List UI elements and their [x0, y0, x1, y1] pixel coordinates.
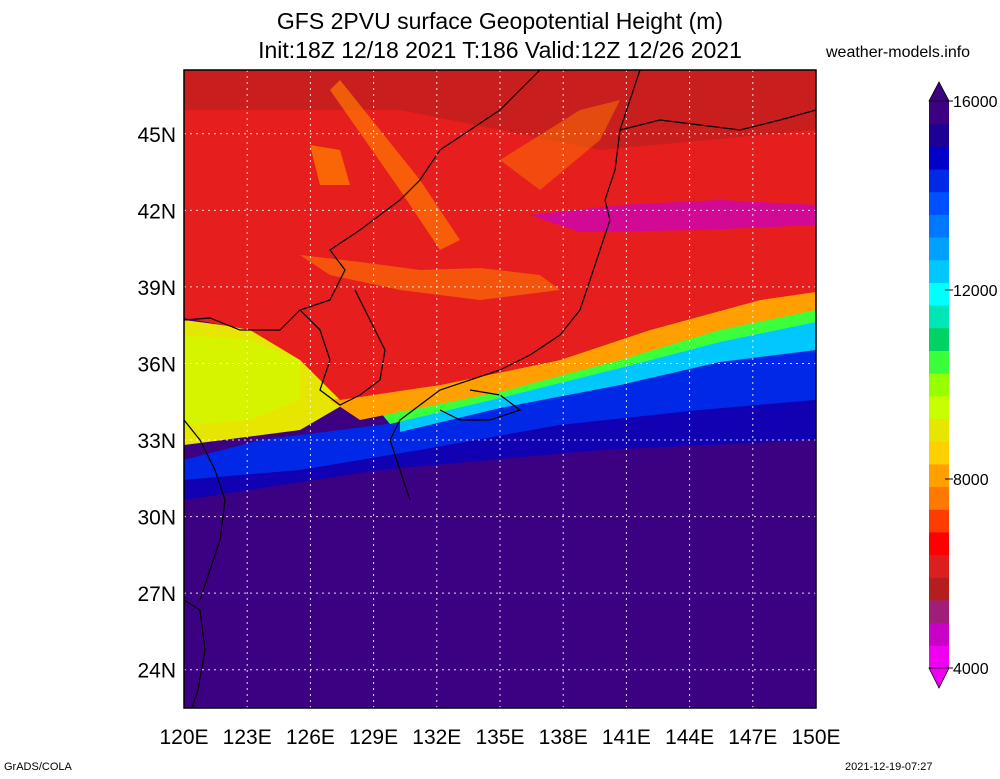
lat-tick-label: 30N	[137, 507, 176, 530]
lon-tick-labels: 120E 123E 126E 129E 132E 135E 138E 141E 144E 147E…	[159, 726, 840, 749]
colorbar-swatch	[929, 191, 949, 215]
colorbar-swatch	[929, 577, 949, 601]
colorbar-swatch	[929, 237, 949, 261]
colorbar-swatch	[929, 395, 949, 420]
colorbar-label: 8000	[953, 472, 989, 489]
lon-tick-label: 138E	[539, 726, 588, 749]
colorbar-swatch	[929, 599, 949, 624]
lat-tick-label: 39N	[137, 277, 176, 300]
colorbar-swatch	[929, 622, 949, 646]
colorbar-swatch	[929, 418, 949, 442]
colorbar-bottom-arrow	[928, 667, 950, 689]
colorbar-label: 16000	[953, 94, 998, 111]
lon-tick-label: 126E	[286, 726, 335, 749]
colorbar-swatch	[929, 645, 949, 669]
lon-tick-label: 150E	[791, 726, 840, 749]
footer-timestamp: 2021-12-19-07:27	[845, 761, 933, 773]
colorbar: 16000 12000 8000 4000	[928, 81, 998, 689]
colorbar-swatch	[929, 554, 949, 578]
colorbar-labels: 16000 12000 8000 4000	[945, 94, 998, 678]
geopotential-field	[184, 70, 816, 708]
colorbar-swatch	[929, 509, 949, 533]
colorbar-top-arrow	[928, 81, 950, 102]
footer-credit: GrADS/COLA	[4, 761, 72, 773]
colorbar-swatch	[929, 350, 949, 374]
colorbar-label: 12000	[953, 283, 998, 300]
colorbar-swatch	[929, 169, 949, 193]
colorbar-swatch	[929, 259, 949, 283]
lat-tick-label: 36N	[137, 353, 176, 376]
colorbar-swatch	[929, 146, 949, 170]
colorbar-swatch	[929, 123, 949, 147]
colorbar-swatches	[929, 101, 949, 669]
colorbar-swatch	[929, 305, 949, 329]
site-watermark: weather-models.info	[826, 44, 971, 61]
chart-title: GFS 2PVU surface Geopotential Height (m)	[276, 8, 724, 34]
lon-tick-label: 141E	[602, 726, 651, 749]
lat-tick-label: 45N	[137, 124, 176, 147]
colorbar-label: 4000	[953, 661, 989, 678]
colorbar-swatch	[929, 101, 949, 125]
map-border	[183, 69, 817, 709]
colorbar-swatch	[929, 327, 949, 351]
chart-subtitle: Init:18Z 12/18 2021 T:186 Valid:12Z 12/2…	[258, 37, 742, 63]
lat-tick-label: 42N	[137, 200, 176, 223]
colorbar-swatch	[929, 214, 949, 238]
lon-tick-label: 120E	[159, 726, 208, 749]
lat-tick-label: 27N	[137, 583, 176, 606]
lat-tick-labels: 45N 42N 39N 36N 33N 30N 27N 24N	[137, 124, 176, 683]
lon-tick-label: 123E	[223, 726, 272, 749]
colorbar-swatch	[929, 486, 949, 510]
colorbar-swatch	[929, 441, 949, 465]
colorbar-swatch	[929, 282, 949, 306]
lon-tick-label: 147E	[728, 726, 777, 749]
colorbar-swatch	[929, 531, 949, 556]
colorbar-swatch	[929, 463, 949, 488]
lon-tick-label: 135E	[475, 726, 524, 749]
lat-tick-label: 24N	[137, 660, 176, 683]
lon-tick-label: 129E	[349, 726, 398, 749]
colorbar-swatch	[929, 373, 949, 397]
lon-tick-label: 132E	[412, 726, 461, 749]
lon-tick-label: 144E	[665, 726, 714, 749]
lat-tick-label: 33N	[137, 430, 176, 453]
